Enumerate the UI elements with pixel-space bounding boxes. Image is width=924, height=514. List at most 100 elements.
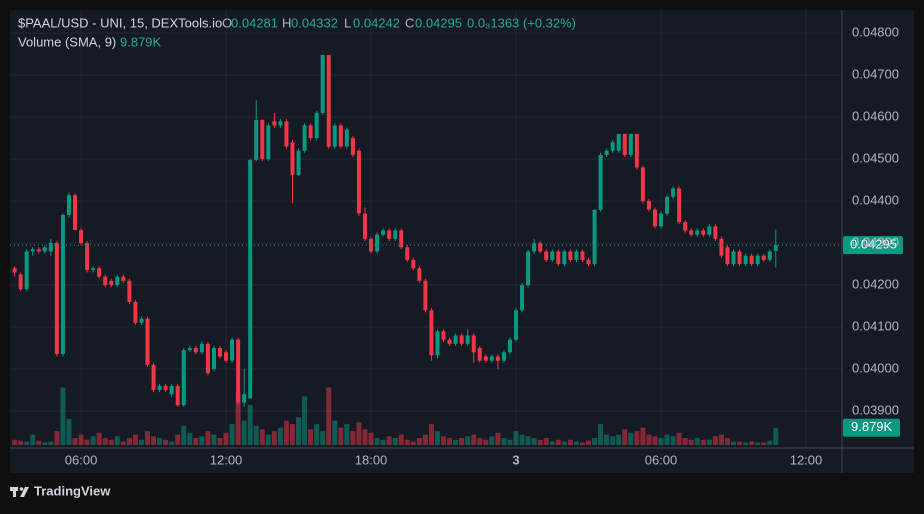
volume-bar (265, 434, 271, 445)
candle-body (471, 335, 476, 353)
candle-body (344, 129, 349, 147)
volume-bar (628, 432, 634, 445)
candle-body (659, 213, 664, 227)
volume-bar (102, 438, 108, 445)
volume-bar (531, 438, 537, 445)
volume-bar (519, 434, 525, 445)
volume-bar (676, 432, 682, 445)
overlay: 0.04295 9.879K (10, 236, 903, 437)
candle-body (369, 238, 374, 252)
candle-body (230, 339, 235, 361)
candle-body (338, 125, 343, 147)
candle-body (719, 238, 724, 256)
candle-layer (12, 54, 778, 407)
candle-body (761, 255, 766, 260)
candle-body (592, 209, 597, 265)
volume-bar (114, 436, 120, 445)
volume-bar (241, 420, 247, 445)
candle-body (671, 188, 676, 197)
volume-bar (18, 440, 24, 445)
candle-body (483, 356, 488, 361)
x-tick-label: 06:00 (645, 452, 678, 467)
candle-body (181, 350, 186, 406)
volume-bar (362, 429, 368, 445)
candle-body (42, 247, 47, 252)
candle-body (284, 121, 289, 147)
volume-bar (181, 425, 187, 445)
candle-body (465, 335, 470, 344)
candle-body (205, 343, 210, 374)
y-tick-label: 0.04700 (852, 67, 899, 82)
candle-body (435, 331, 440, 356)
volume-bar (555, 439, 561, 445)
candle-body (320, 54, 325, 113)
x-tick-label: 18:00 (355, 452, 388, 467)
candle-body (683, 222, 688, 231)
candle-body (737, 251, 742, 265)
volume-bar (356, 422, 362, 445)
ohlc-letter: H (282, 15, 291, 30)
volume-bar (138, 439, 144, 445)
volume-bar (96, 432, 102, 445)
candle-body (224, 352, 229, 361)
candle-body (211, 348, 216, 370)
candle-body (459, 335, 464, 344)
volume-bar (586, 440, 592, 445)
volume-bar (344, 424, 350, 445)
volume-bar (229, 424, 235, 445)
volume-bar (42, 442, 48, 445)
volume-bar (616, 434, 622, 445)
volume-bar (706, 439, 712, 445)
candle-body (121, 276, 126, 281)
chart-title: $PAAL/USD - UNI, 15, DEXTools.io (18, 15, 222, 30)
volume-bar (132, 434, 138, 445)
candle-body (634, 133, 639, 168)
candle-body (622, 133, 627, 155)
candle-body (103, 276, 108, 286)
candle-body (109, 280, 114, 286)
candle-body (411, 259, 416, 269)
volume-bar (592, 438, 598, 445)
candle-body (79, 230, 84, 244)
y-tick-label: 0.04600 (852, 109, 899, 124)
candle-body (157, 385, 162, 391)
volume-bar (416, 438, 422, 445)
volume-bar (755, 442, 761, 445)
volume-bar (374, 438, 380, 445)
candle-body (248, 159, 253, 399)
candle-body (755, 255, 760, 265)
volume-bar (205, 431, 211, 445)
candle-body (66, 195, 71, 215)
volume-bar (54, 431, 60, 445)
candle-body (393, 230, 398, 239)
candle-body (695, 230, 700, 235)
volume-bar (773, 427, 779, 445)
volume-title: Volume (SMA, 9) (18, 34, 116, 49)
volume-bar (688, 439, 694, 445)
candle-body (356, 150, 361, 214)
volume-bar (465, 436, 471, 445)
volume-bar (175, 434, 181, 445)
ohlc-letter: L (344, 15, 351, 30)
candle-body (501, 352, 506, 361)
volume-bar (622, 429, 628, 445)
candle-body (326, 54, 331, 147)
volume-bar (163, 439, 169, 445)
candle-body (73, 195, 78, 231)
ohlc-value: 0.04281 (231, 15, 278, 30)
candle-body (453, 335, 458, 344)
volume-bar (767, 440, 773, 445)
volume-bar (549, 441, 555, 445)
volume-bar (561, 441, 567, 445)
volume-bar (84, 439, 90, 445)
candle-body (598, 154, 603, 210)
volume-bar (157, 438, 163, 445)
volume-bar (434, 431, 440, 445)
volume-bar (634, 431, 640, 445)
volume-bar (730, 441, 736, 445)
volume-bar (368, 432, 374, 445)
volume-bar (428, 424, 434, 445)
candle-body (556, 251, 561, 265)
ohlc-letter: C (405, 15, 414, 30)
